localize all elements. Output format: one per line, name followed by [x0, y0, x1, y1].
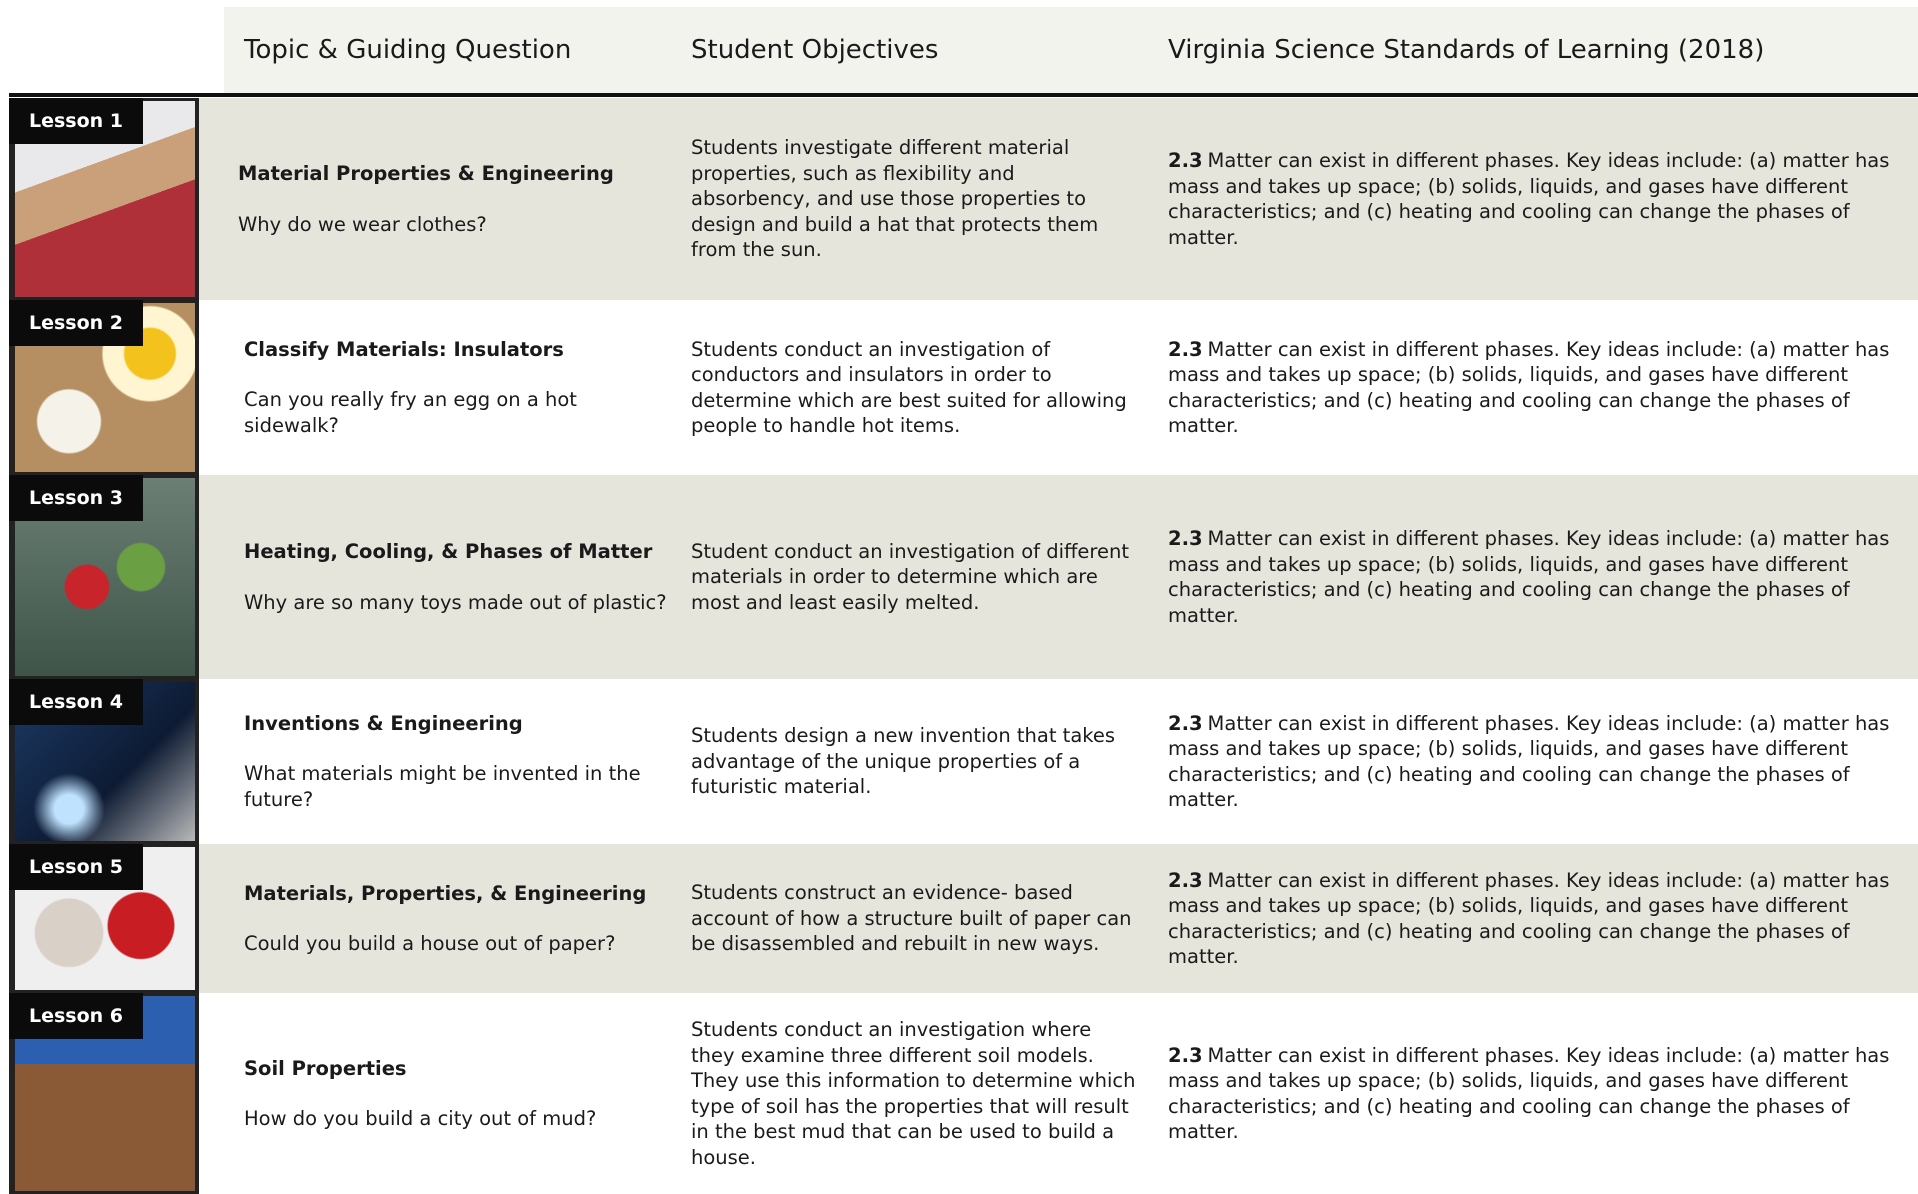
standard-cell: 2.3 Matter can exist in different phases.…	[1168, 300, 1913, 475]
standard-description: Matter can exist in different phases. Ke…	[1168, 711, 1890, 812]
table-row	[199, 679, 1918, 844]
table-row	[199, 475, 1918, 679]
standard-text: 2.3 Matter can exist in different phases.…	[1168, 526, 1913, 628]
lesson-label: Lesson 1	[9, 98, 143, 144]
objective-cell: Students investigate different material …	[691, 98, 1136, 300]
objective-cell: Student conduct an investigation of diff…	[691, 475, 1136, 679]
standard-code: 2.3	[1168, 149, 1203, 172]
objective-text: Student conduct an investigation of diff…	[691, 539, 1130, 614]
column-header: Virginia Science Standards of Learning (…	[1168, 35, 1765, 65]
topic-title: Inventions & Engineering	[244, 711, 523, 735]
topic-title: Classify Materials: Insulators	[244, 337, 564, 361]
standard-code: 2.3	[1168, 1043, 1203, 1067]
table-row	[199, 300, 1918, 475]
objective-cell: Students design a new invention that tak…	[691, 679, 1136, 844]
standard-text: 2.3 Matter can exist in different phases.…	[1168, 337, 1913, 439]
objective-text: Students conduct an investigation where …	[691, 1018, 1136, 1169]
standard-description: Matter can exist in different phases. Ke…	[1168, 337, 1890, 438]
standard-code: 2.3	[1168, 711, 1203, 735]
standard-text: 2.3 Matter can exist in different phases.…	[1168, 1043, 1913, 1145]
standard-cell: 2.3 Matter can exist in different phases.…	[1168, 475, 1913, 679]
standard-text: 2.3 Matter can exist in different phases.…	[1168, 148, 1913, 250]
standard-description: Matter can exist in different phases. Ke…	[1168, 1043, 1890, 1144]
lesson-label: Lesson 3	[9, 475, 143, 521]
topic-title: Material Properties & Engineering	[238, 162, 614, 185]
guiding-question: What materials might be invented in the …	[244, 762, 641, 811]
standard-cell: 2.3 Matter can exist in different phases.…	[1168, 844, 1913, 993]
topic-title: Materials, Properties, & Engineering	[244, 881, 647, 905]
topic-cell: Material Properties & Engineering Why do …	[238, 98, 668, 300]
guiding-question: Could you build a house out of paper?	[244, 932, 616, 955]
standard-code: 2.3	[1168, 527, 1203, 550]
lesson-image-cell: Lesson 3	[9, 475, 199, 679]
lesson-label: Lesson 2	[9, 300, 143, 346]
guiding-question: Why are so many toys made out of plastic…	[244, 590, 667, 614]
guiding-question: How do you build a city out of mud?	[244, 1107, 597, 1130]
topic-cell: Heating, Cooling, & Phases of Matter Why …	[244, 475, 674, 679]
standard-cell: 2.3 Matter can exist in different phases.…	[1168, 679, 1913, 844]
lesson-label: Lesson 5	[9, 844, 143, 890]
objective-text: Students investigate different material …	[691, 136, 1099, 262]
objective-cell: Students conduct an investigation where …	[691, 993, 1136, 1194]
lesson-label: Lesson 6	[9, 993, 143, 1039]
lesson-image-cell: Lesson 5	[9, 844, 199, 993]
guiding-question: Why do we wear clothes?	[238, 212, 487, 236]
standard-cell: 2.3 Matter can exist in different phases.…	[1168, 98, 1913, 300]
objective-text: Students conduct an investigation of con…	[691, 337, 1127, 438]
topic-cell: Classify Materials: Insulators Can you re…	[244, 300, 674, 475]
topic-cell: Materials, Properties, & Engineering Coul…	[244, 844, 674, 993]
standard-text: 2.3 Matter can exist in different phases.…	[1168, 711, 1913, 813]
standard-description: Matter can exist in different phases. Ke…	[1168, 868, 1890, 969]
standard-description: Matter can exist in different phases. Ke…	[1168, 527, 1890, 627]
lesson-image-cell: Lesson 6	[9, 993, 199, 1194]
standard-description: Matter can exist in different phases. Ke…	[1168, 149, 1890, 249]
header-bar	[224, 7, 1918, 93]
topic-cell: Inventions & Engineering What materials m…	[244, 679, 674, 844]
topic-title: Heating, Cooling, & Phases of Matter	[244, 540, 653, 563]
guiding-question: Can you really fry an egg on a hot sidew…	[244, 388, 577, 437]
topic-title: Soil Properties	[244, 1056, 407, 1080]
standard-code: 2.3	[1168, 337, 1203, 361]
objective-text: Students construct an evidence- based ac…	[691, 881, 1132, 956]
lesson-image-cell: Lesson 1	[9, 98, 199, 300]
objective-text: Students design a new invention that tak…	[691, 724, 1116, 799]
standard-code: 2.3	[1168, 868, 1203, 892]
objective-cell: Students conduct an investigation of con…	[691, 300, 1136, 475]
table-row	[199, 844, 1918, 993]
lesson-label: Lesson 4	[9, 679, 143, 725]
table-row	[199, 993, 1918, 1194]
objective-cell: Students construct an evidence- based ac…	[691, 844, 1136, 993]
column-header: Student Objectives	[691, 35, 939, 65]
lesson-image-cell: Lesson 2	[9, 300, 199, 475]
topic-cell: Soil Properties How do you build a city o…	[244, 993, 674, 1194]
standard-text: 2.3 Matter can exist in different phases.…	[1168, 868, 1913, 970]
header-rule	[9, 93, 1918, 97]
lesson-image-cell: Lesson 4	[9, 679, 199, 844]
table-row	[199, 98, 1918, 300]
standard-cell: 2.3 Matter can exist in different phases.…	[1168, 993, 1913, 1194]
column-header: Topic & Guiding Question	[244, 35, 572, 65]
